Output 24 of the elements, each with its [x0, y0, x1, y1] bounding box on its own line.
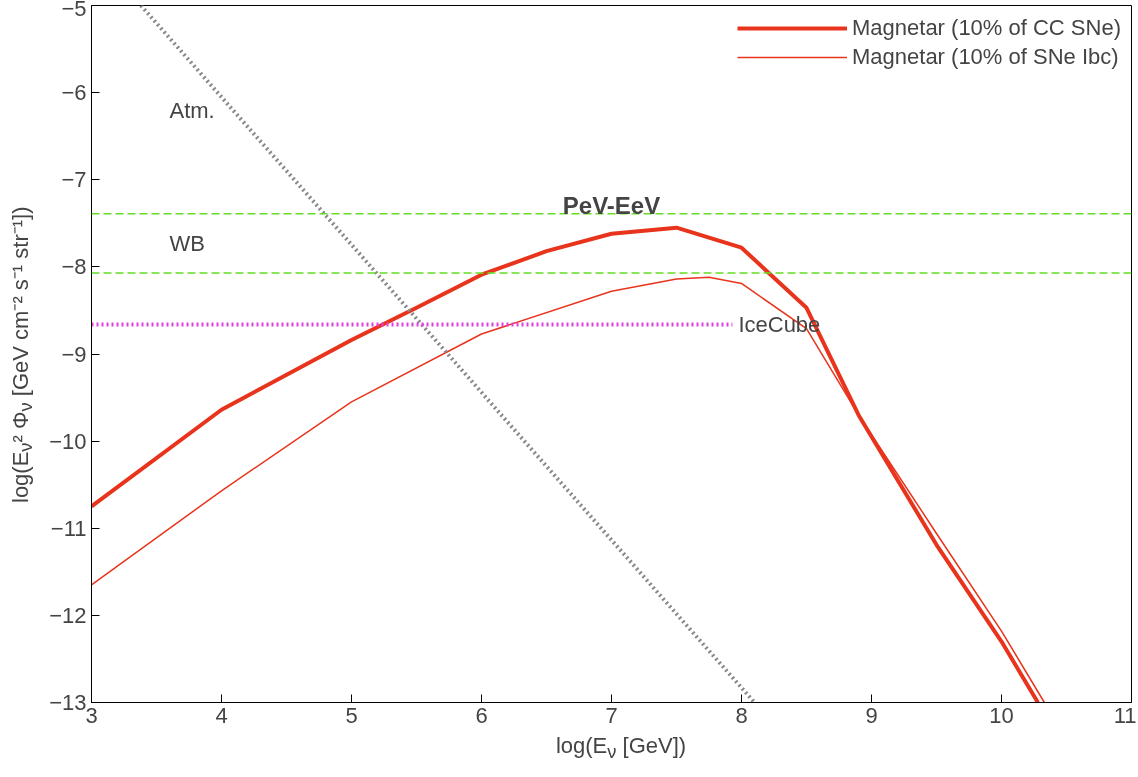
y-tick-label: −9 — [61, 341, 87, 367]
annotation: WB — [169, 230, 205, 256]
x-tick-label: 11 — [1113, 702, 1137, 728]
y-tick-label: −11 — [50, 515, 87, 541]
x-axis-title: log(E$_{ν}$ [GeV]) — [554, 732, 688, 765]
x-tick-label: 7 — [605, 702, 618, 728]
y-tick-label: −6 — [61, 80, 87, 106]
x-tick-label: 10 — [989, 702, 1014, 728]
x-tick-label: 5 — [345, 702, 358, 728]
y-tick-label: −10 — [49, 428, 87, 454]
x-tick-label: 8 — [735, 702, 748, 728]
y-tick-label: −13 — [49, 690, 87, 715]
legend-label: Magnetar (10% of CC SNe) — [852, 15, 1121, 41]
x-tick-label: 9 — [865, 702, 878, 728]
legend-label: Magnetar (10% of SNe Ibc) — [852, 44, 1119, 70]
y-tick-label: −8 — [61, 254, 87, 280]
y-tick-label: −5 — [61, 0, 87, 21]
y-tick-label: −12 — [49, 602, 87, 628]
annotation: PeV-EeV — [562, 192, 661, 220]
x-tick-label: 6 — [475, 702, 488, 728]
annotation: Atm. — [169, 97, 215, 123]
y-tick-label: −7 — [61, 167, 87, 193]
x-tick-label: 3 — [85, 702, 98, 728]
x-tick-label: 4 — [215, 702, 228, 728]
